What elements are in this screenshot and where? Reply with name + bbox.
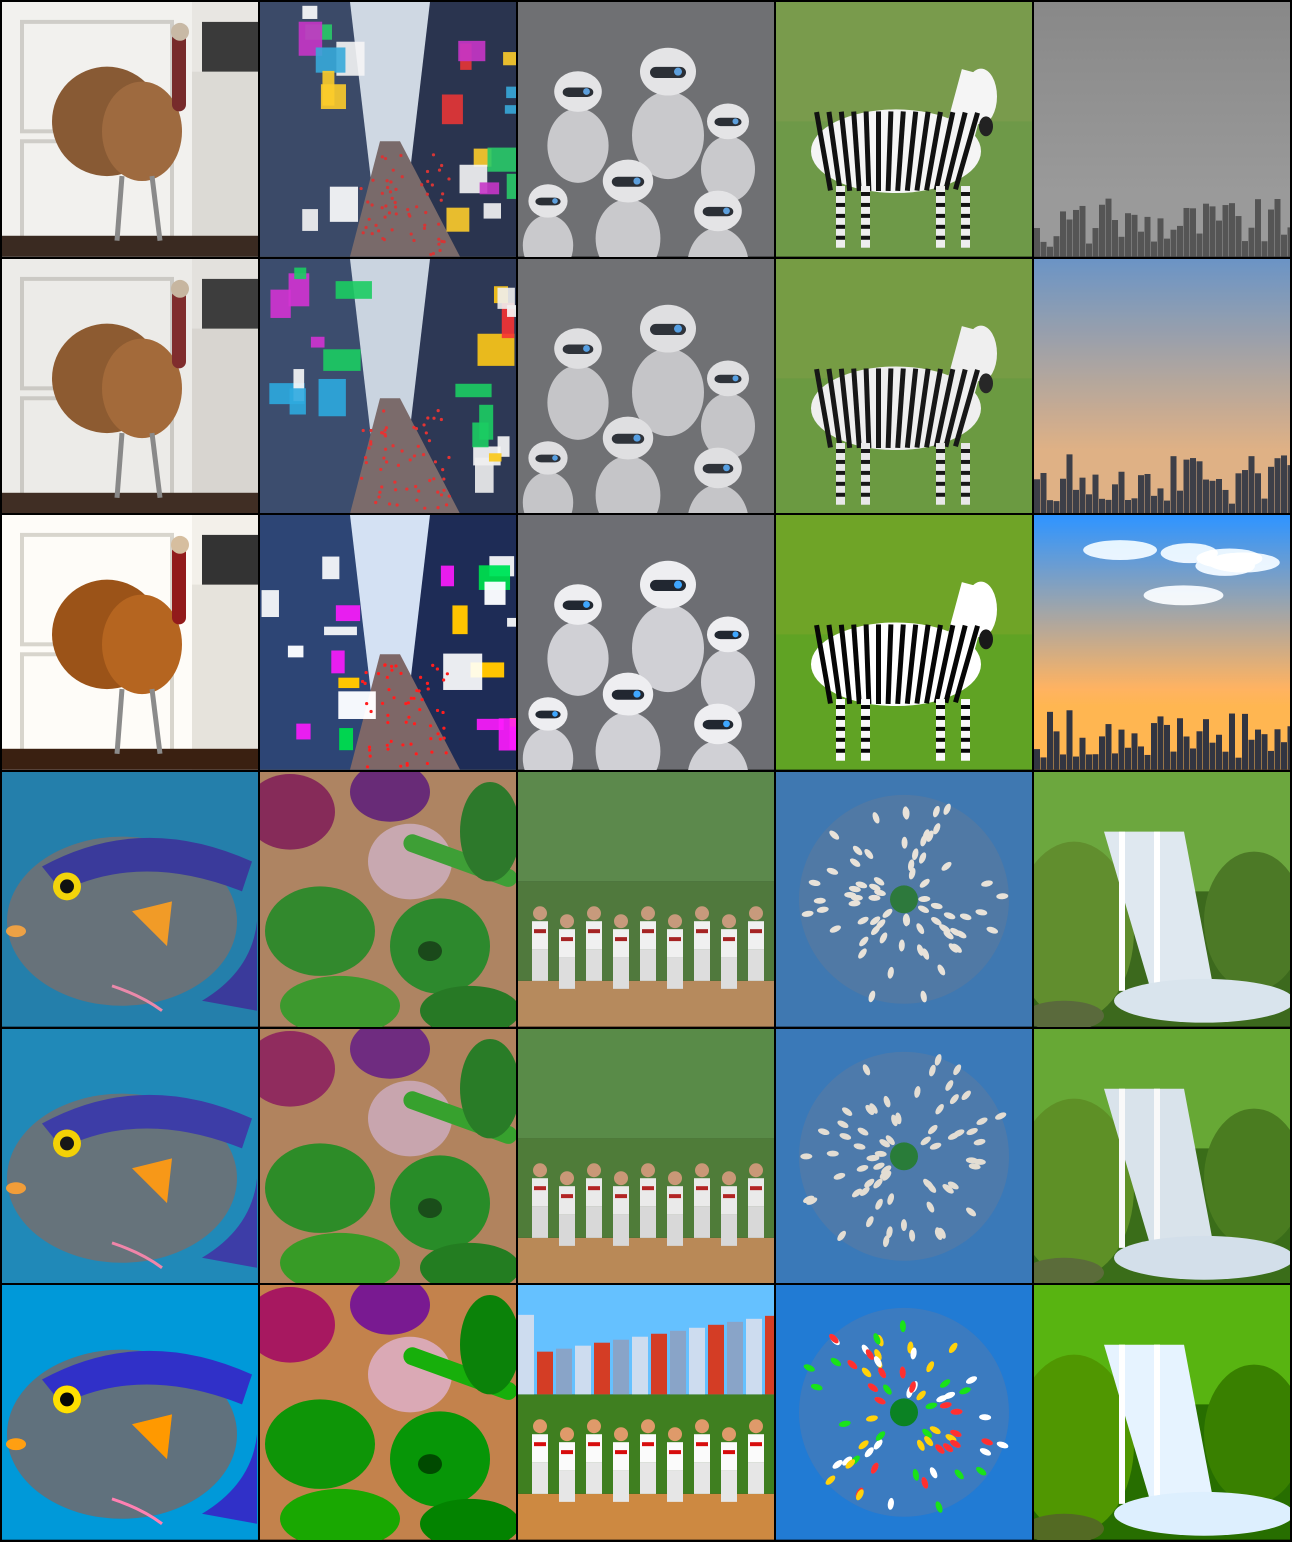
waterfall-illustration [1034,1285,1290,1540]
fish-illustration [2,772,258,1027]
image-fish-row-6 [2,1285,258,1540]
robots-illustration [518,2,774,257]
waterfall-illustration [1034,1028,1290,1284]
image-baseball-team-row-6 [518,1285,774,1540]
image-zebra-row-2 [776,258,1032,514]
image-fish-row-4 [2,772,258,1027]
image-times-square-row-3 [260,515,516,770]
image-aerial-city-row-4 [776,772,1032,1027]
baseball-team-illustration [518,772,774,1027]
image-times-square-row-1 [260,2,516,257]
image-waterfall-row-6 [1034,1285,1290,1540]
image-zebra-row-3 [776,515,1032,770]
image-vegetables-row-5 [260,1028,516,1284]
image-fish-row-5 [2,1028,258,1284]
image-waterfall-row-4 [1034,772,1290,1027]
image-turkey-in-kitchen-row-1 [2,2,258,257]
image-aerial-city-row-6 [776,1285,1032,1540]
image-city-skyline-row-2 [1034,258,1290,514]
zebra-illustration [776,515,1032,770]
image-robots-row-1 [518,2,774,257]
image-robots-row-3 [518,515,774,770]
zebra-illustration [776,2,1032,257]
city-skyline-illustration [1034,515,1290,770]
image-turkey-in-kitchen-row-2 [2,258,258,514]
times-square-illustration [260,258,516,514]
image-aerial-city-row-5 [776,1028,1032,1284]
times-square-illustration [260,2,516,257]
turkey-in-kitchen-illustration [2,515,258,770]
image-times-square-row-2 [260,258,516,514]
image-turkey-in-kitchen-row-3 [2,515,258,770]
image-zebra-row-1 [776,2,1032,257]
image-vegetables-row-4 [260,772,516,1027]
image-baseball-team-row-4 [518,772,774,1027]
aerial-city-illustration [776,1285,1032,1540]
robots-illustration [518,258,774,514]
vegetables-illustration [260,772,516,1027]
baseball-team-illustration [518,1285,774,1540]
robots-illustration [518,515,774,770]
image-robots-row-2 [518,258,774,514]
vegetables-illustration [260,1285,516,1540]
city-skyline-illustration [1034,2,1290,257]
image-vegetables-row-6 [260,1285,516,1540]
fish-illustration [2,1285,258,1540]
vegetables-illustration [260,1028,516,1284]
image-baseball-team-row-5 [518,1028,774,1284]
city-skyline-illustration [1034,258,1290,514]
times-square-illustration [260,515,516,770]
waterfall-illustration [1034,772,1290,1027]
zebra-illustration [776,258,1032,514]
aerial-city-illustration [776,772,1032,1027]
image-city-skyline-row-1 [1034,2,1290,257]
turkey-in-kitchen-illustration [2,2,258,257]
image-waterfall-row-5 [1034,1028,1290,1284]
image-city-skyline-row-3 [1034,515,1290,770]
baseball-team-illustration [518,1028,774,1284]
aerial-city-illustration [776,1028,1032,1284]
turkey-in-kitchen-illustration [2,258,258,514]
fish-illustration [2,1028,258,1284]
